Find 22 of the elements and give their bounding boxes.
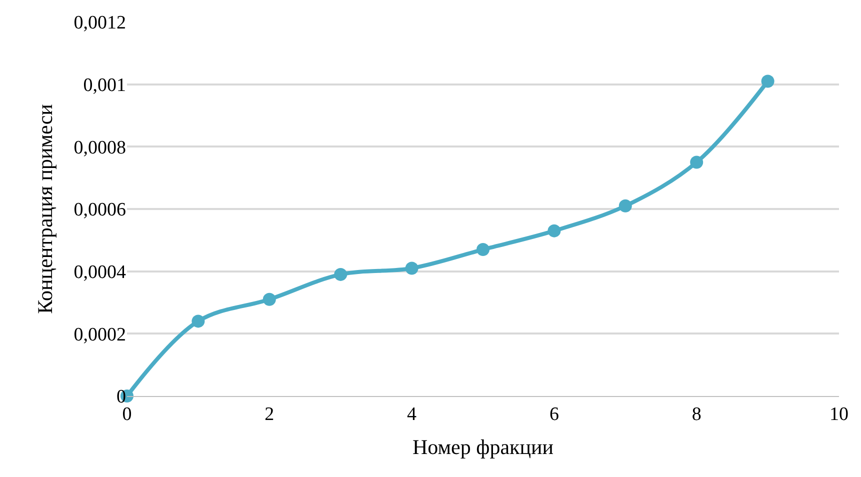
y-tick-label: 0,0006: [74, 200, 126, 221]
point: [761, 74, 774, 88]
point: [690, 156, 704, 169]
y-tick-label: 0,0002: [74, 324, 126, 346]
point: [262, 292, 276, 306]
point: [618, 199, 632, 212]
x-tick-label: 2: [264, 404, 274, 425]
x-tick-label: 4: [407, 404, 418, 425]
y-tick-label: 0,001: [83, 74, 126, 96]
x-axis-title: Номер фракции: [412, 435, 554, 459]
y-axis-title: Концентрация примеси: [32, 104, 57, 314]
y-tick-label: 0,0008: [74, 137, 126, 158]
y-tick-label: 0,0004: [74, 262, 126, 283]
x-tick-label: 8: [692, 404, 702, 425]
point: [192, 314, 205, 328]
y-tick-label: 0,0012: [74, 12, 126, 34]
point: [405, 262, 418, 275]
point: [334, 268, 348, 281]
point: [548, 224, 561, 238]
x-tick-label: 6: [549, 404, 559, 425]
point: [476, 243, 490, 256]
x-tick-label: 10: [830, 404, 848, 425]
